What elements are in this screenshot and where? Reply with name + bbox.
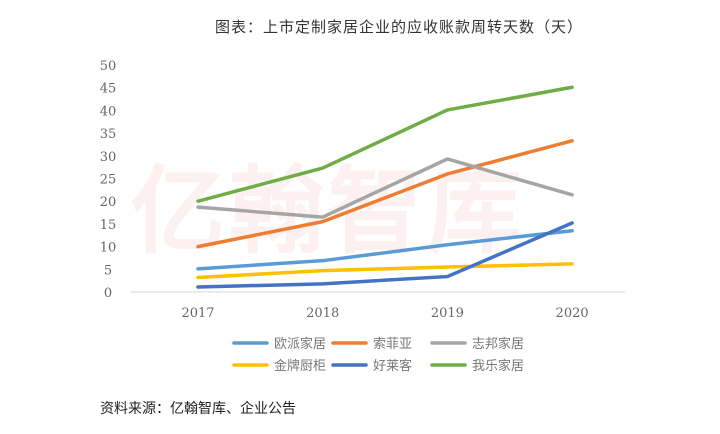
y-tick-label: 10 [100, 241, 117, 256]
x-tick-label: 2020 [556, 306, 589, 321]
y-tick-label: 40 [100, 104, 117, 119]
legend-label: 索菲亚 [373, 337, 412, 352]
y-tick-label: 30 [100, 150, 117, 165]
series-line [196, 139, 574, 249]
legend-label: 我乐家居 [472, 358, 524, 374]
watermark-logo: 亿翰智库 [130, 157, 527, 267]
y-tick-label: 45 [100, 82, 117, 97]
series-line [196, 228, 574, 271]
chart-title: 图表：上市定制家居企业的应收账款周转天数（天） [215, 18, 584, 36]
x-tick-label: 2019 [431, 306, 464, 321]
series-line [196, 157, 574, 219]
series-line [196, 221, 574, 289]
legend-label: 欧派家居 [274, 336, 326, 352]
y-tick-label: 20 [100, 195, 117, 210]
source-note: 资料来源：亿翰智库、企业公告 [100, 401, 296, 417]
legend-label: 好莱客 [373, 358, 412, 374]
y-tick-label: 0 [104, 286, 112, 301]
y-tick-label: 15 [100, 218, 117, 233]
legend-label: 志邦家居 [472, 336, 524, 352]
y-tick-label: 35 [100, 127, 117, 142]
series-line [196, 262, 574, 280]
y-tick-label: 5 [104, 263, 112, 278]
y-tick-label: 50 [100, 59, 117, 74]
legend-label: 金牌厨柜 [274, 358, 326, 374]
series-line [196, 85, 574, 203]
y-tick-label: 25 [100, 173, 117, 188]
x-tick-label: 2017 [181, 306, 214, 321]
x-tick-label: 2018 [306, 306, 339, 321]
